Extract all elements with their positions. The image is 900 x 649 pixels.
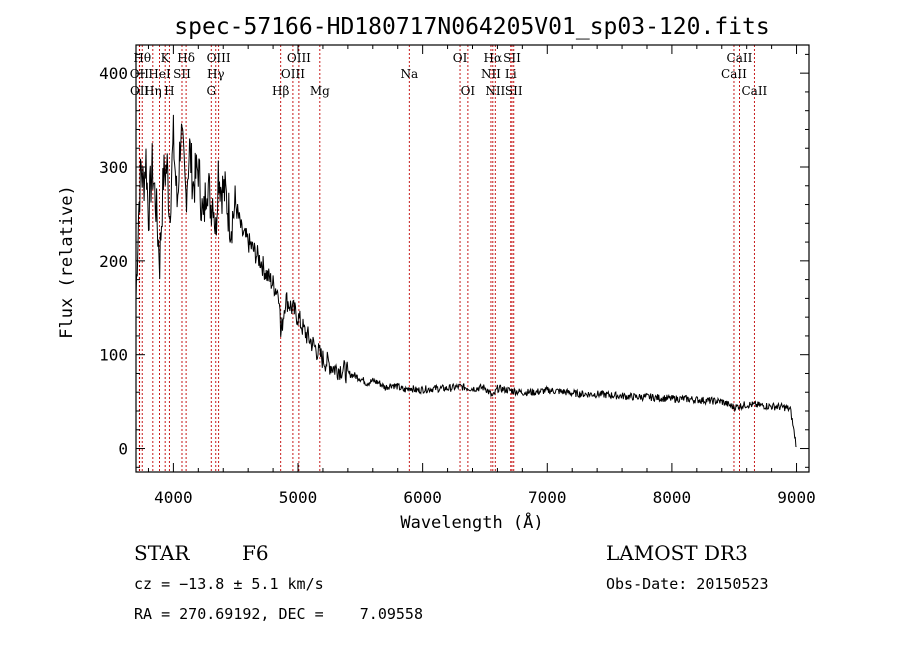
marker-label: K [161, 51, 171, 65]
marker-label: Hβ [272, 84, 289, 98]
spectrum-line [135, 114, 797, 448]
coordinates: RA = 270.69192, DEC = 7.09558 [134, 605, 423, 623]
marker-label: OIII [207, 51, 231, 65]
object-subclass: F6 [242, 541, 269, 565]
marker-label: Na [400, 67, 418, 81]
marker-label: OII [130, 84, 150, 98]
y-tick-label: 0 [118, 440, 128, 459]
redshift-value: cz = −13.8 ± 5.1 km/s [134, 575, 324, 593]
x-axis-ticks: 4000 5000 6000 7000 8000 9000 [147, 45, 816, 507]
x-tick-label: 9000 [777, 488, 816, 507]
x-tick-label: 8000 [653, 488, 692, 507]
y-tick-label: 100 [99, 346, 128, 365]
line-markers [138, 45, 755, 472]
marker-label: Mg [310, 84, 330, 98]
marker-label: OI [461, 84, 476, 98]
marker-label: G [206, 84, 216, 98]
marker-label: SII [173, 67, 191, 81]
marker-label: Hη [144, 84, 162, 98]
marker-label: CaII [741, 84, 767, 98]
x-axis-label: Wavelength (Å) [400, 511, 543, 533]
survey-name: LAMOST DR3 [606, 541, 748, 565]
marker-label: CaII [727, 51, 753, 65]
y-tick-label: 300 [99, 158, 128, 177]
marker-label: HeI [148, 67, 171, 81]
plot-frame [135, 44, 810, 473]
marker-label: OI [453, 51, 468, 65]
x-tick-label: 7000 [528, 488, 567, 507]
x-tick-label: 6000 [403, 488, 442, 507]
object-class: STAR [134, 541, 190, 565]
marker-label: NII [481, 67, 501, 81]
marker-label: NII [485, 84, 505, 98]
x-tick-label: 5000 [279, 488, 318, 507]
marker-label: H [164, 84, 174, 98]
y-axis-ticks: 0 100 200 300 400 [99, 53, 809, 468]
marker-label: OII [130, 67, 150, 81]
marker-label: SII [505, 84, 523, 98]
y-axis-label: Flux (relative) [57, 185, 77, 339]
marker-label: SII [503, 51, 521, 65]
y-tick-label: 200 [99, 252, 128, 271]
marker-label: Hα [484, 51, 503, 65]
marker-label: CaII [721, 67, 747, 81]
marker-label: OIII [287, 51, 311, 65]
observation-date: Obs-Date: 20150523 [606, 575, 769, 593]
x-tick-label: 4000 [154, 488, 193, 507]
marker-label: Li [505, 67, 517, 81]
chart-title: spec-57166-HD180717N064205V01_sp03-120.f… [174, 14, 769, 40]
marker-label: Hγ [207, 67, 225, 81]
marker-label: OIII [281, 67, 305, 81]
y-tick-label: 400 [99, 64, 128, 83]
marker-label: Hδ [177, 51, 195, 65]
